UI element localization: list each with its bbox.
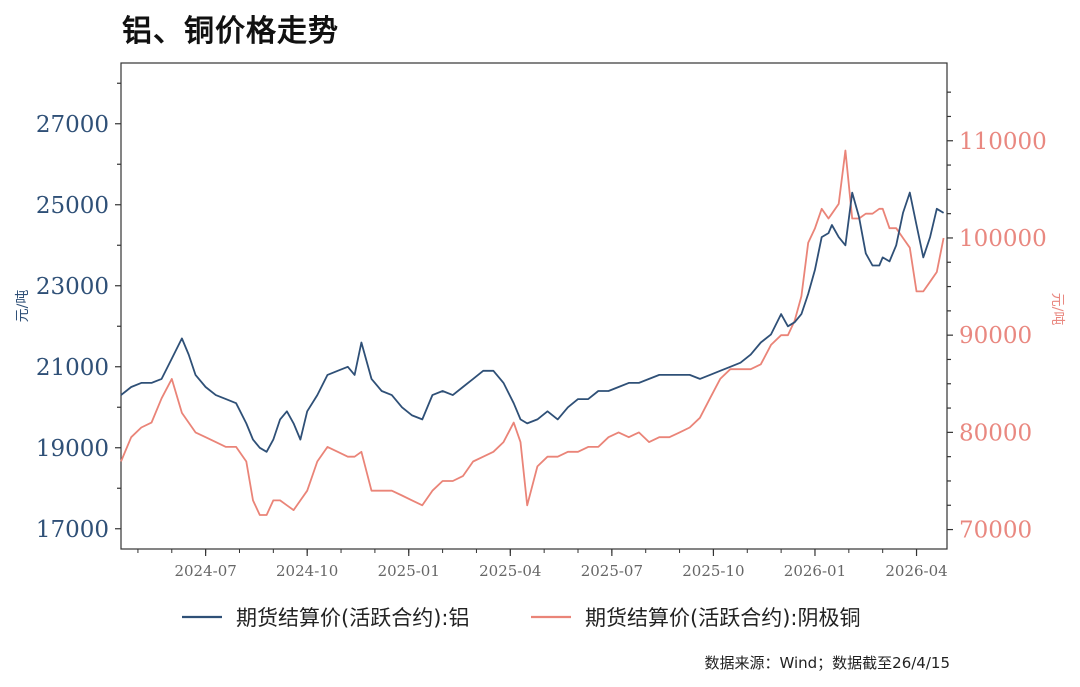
- x-tick-label: 2025-10: [682, 562, 744, 580]
- y-left-tick-label: 19000: [36, 436, 109, 462]
- y-left-tick-label: 21000: [36, 355, 109, 381]
- y-axis-right-label: 元/吨: [1049, 293, 1065, 326]
- x-tick-label: 2025-04: [479, 562, 541, 580]
- legend-item-copper: 期货结算价(活跃合约):阴极铜: [531, 606, 860, 630]
- y-left-tick-label: 23000: [36, 274, 109, 300]
- y-right-tick-label: 70000: [959, 518, 1032, 544]
- y-right-tick-label: 100000: [959, 226, 1047, 252]
- legend-item-aluminum: 期货结算价(活跃合约):铝: [182, 606, 469, 630]
- x-tick-label: 2024-10: [276, 562, 338, 580]
- chart-title: 铝、铜价格走势: [122, 14, 339, 49]
- y-left-tick-label: 27000: [36, 112, 109, 138]
- y-right-tick-label: 90000: [959, 323, 1032, 349]
- y-right-tick-label: 110000: [959, 129, 1047, 155]
- x-tick-label: 2024-07: [174, 562, 236, 580]
- legend-label: 期货结算价(活跃合约):铝: [236, 606, 469, 630]
- y-left-tick-label: 25000: [36, 193, 109, 219]
- plot-area-frame: [120, 62, 948, 550]
- x-tick-label: 2026-04: [885, 562, 947, 580]
- y-axis-left-label: 元/吨: [15, 290, 31, 323]
- series-line-aluminum: [120, 191, 945, 453]
- series-line-copper: [120, 149, 945, 516]
- x-tick-label: 2026-01: [784, 562, 846, 580]
- legend-label: 期货结算价(活跃合约):阴极铜: [585, 606, 860, 630]
- source-note: 数据来源：Wind；数据截至26/4/15: [704, 654, 950, 672]
- y-left-tick-label: 17000: [36, 517, 109, 543]
- y-right-tick-label: 80000: [959, 420, 1032, 446]
- x-tick-label: 2025-01: [378, 562, 440, 580]
- x-tick-label: 2025-07: [581, 562, 643, 580]
